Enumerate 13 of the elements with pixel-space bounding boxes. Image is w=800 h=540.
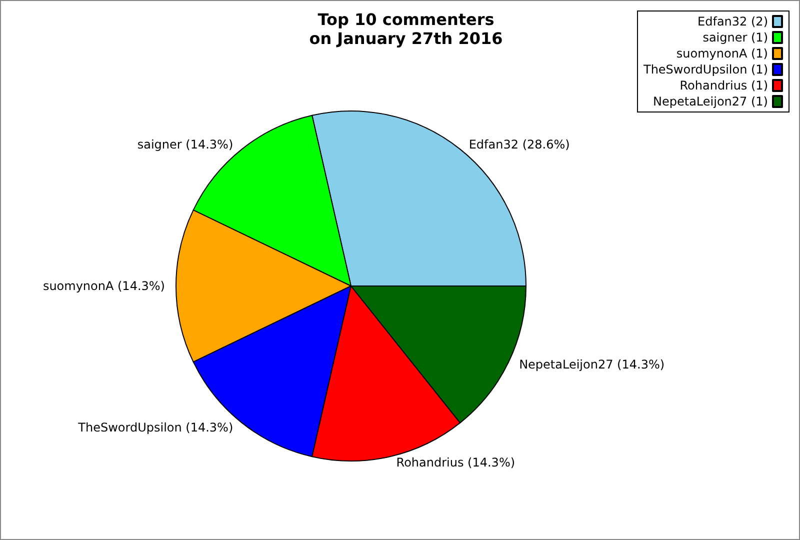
data-label: TheSwordUpsilon (14.3%) bbox=[77, 420, 234, 435]
legend-label: suomynonA (1) bbox=[676, 46, 768, 60]
data-label: NepetaLeijon27 (14.3%) bbox=[519, 358, 665, 372]
legend-label: Edfan32 (2) bbox=[698, 14, 768, 28]
data-label: Edfan32 (28.6%) bbox=[468, 137, 570, 152]
data-label: suomynonA (14.3%) bbox=[42, 279, 165, 293]
data-label: saigner (14.3%) bbox=[137, 137, 234, 152]
text: Top 10 commenters on January 27th 2016 bbox=[309, 10, 503, 48]
data-label: Rohandrius (14.3%) bbox=[396, 455, 516, 470]
legend-label: TheSwordUpsilon (1) bbox=[642, 62, 768, 76]
legend-label: NepetaLeijon27 (1) bbox=[653, 94, 768, 108]
legend-label: Rohandrius (1) bbox=[680, 78, 768, 92]
legend-label: saigner (1) bbox=[702, 30, 768, 44]
